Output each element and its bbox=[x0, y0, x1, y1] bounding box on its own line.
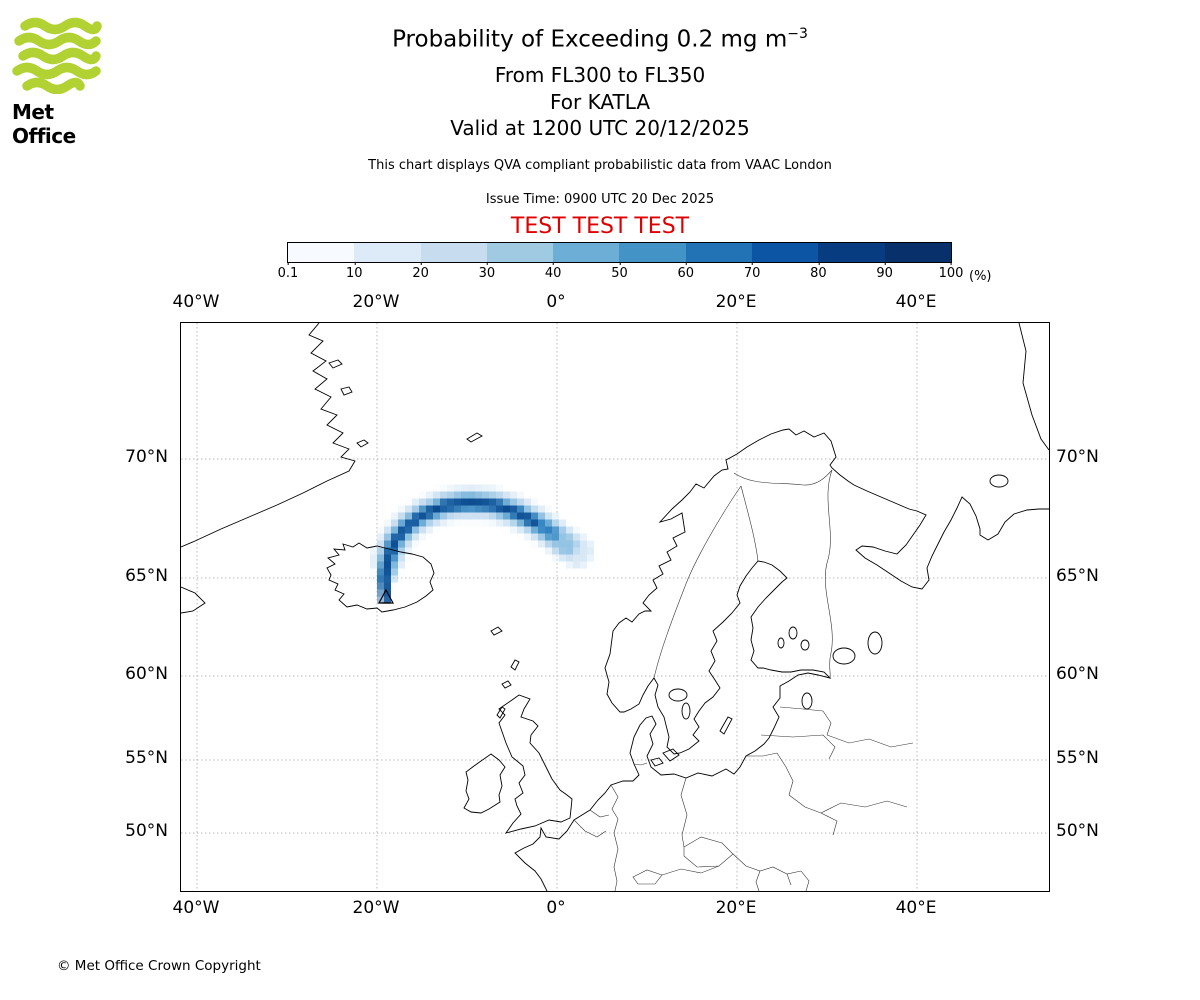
page-title: Probability of Exceeding 0.2 mg m−3 bbox=[0, 26, 1200, 53]
colorbar-tick-label: 60 bbox=[677, 262, 695, 281]
coastlines bbox=[181, 323, 1049, 891]
colorbar-labels: 0.1 10 20 30 40 50 60 70 80 90 100 bbox=[278, 262, 963, 284]
border-sweden-finland bbox=[740, 485, 759, 562]
colorbar-tick-label: 100 bbox=[938, 262, 964, 281]
y-axis-labels-left: 70°N 65°N 60°N 55°N 50°N bbox=[0, 322, 172, 890]
gotland-island bbox=[719, 716, 733, 735]
volcano-marker bbox=[377, 588, 395, 604]
border-norway-sweden bbox=[653, 485, 742, 679]
x-tick-label: 20°E bbox=[715, 898, 757, 918]
border-eastern-europe bbox=[788, 734, 914, 836]
y-tick-label: 60°N bbox=[125, 664, 168, 684]
x-tick-label: 40°W bbox=[172, 898, 220, 918]
qva-description: This chart displays QVA compliant probab… bbox=[368, 158, 832, 173]
border-low-countries bbox=[573, 784, 619, 838]
y-tick-label: 70°N bbox=[125, 447, 168, 467]
border-poland bbox=[680, 752, 794, 848]
colorbar-tick-label: 80 bbox=[810, 262, 827, 281]
colorbar-segment bbox=[486, 243, 554, 262]
lakes bbox=[668, 626, 883, 720]
colorbar-segment bbox=[553, 243, 620, 262]
issue-time: Issue Time: 0900 UTC 20 Dec 2025 bbox=[485, 192, 715, 207]
hebrides bbox=[496, 706, 506, 719]
border-germany-denmark bbox=[633, 762, 648, 766]
logo-wordmark: Met Office bbox=[12, 100, 76, 148]
y-tick-label: 55°N bbox=[1056, 748, 1099, 768]
y-axis-labels-right: 70°N 65°N 60°N 55°N 50°N bbox=[1056, 322, 1196, 890]
colorbar-tick-label: 40 bbox=[544, 262, 562, 281]
colorbar-tick-label: 50 bbox=[611, 262, 628, 281]
x-tick-label: 40°W bbox=[172, 292, 220, 312]
x-tick-label: 40°E bbox=[895, 898, 937, 918]
colorbar-tick-label: 30 bbox=[478, 262, 496, 281]
colorbar-segment bbox=[619, 243, 686, 262]
danish-islands bbox=[650, 748, 680, 767]
country-borders bbox=[573, 469, 914, 891]
border-norway-finland-russia bbox=[733, 469, 833, 486]
kolguyev-island bbox=[989, 474, 1009, 488]
subtitle-valid-time: Valid at 1200 UTC 20/12/2025 bbox=[450, 116, 750, 140]
colorbar-segment bbox=[884, 243, 951, 262]
met-office-logo: Met Office bbox=[12, 16, 122, 148]
colorbar-tick-label: 90 bbox=[876, 262, 893, 281]
greenland-islands bbox=[328, 359, 369, 448]
coastline-ireland bbox=[463, 753, 506, 814]
colorbar-segment bbox=[685, 243, 753, 262]
colorbar-segments bbox=[288, 243, 951, 262]
colorbar-tick-label: 10 bbox=[346, 262, 363, 281]
colorbar-tick-label: 70 bbox=[743, 262, 761, 281]
novaya-zemlya-coast bbox=[1018, 323, 1049, 451]
colorbar-tick-label: 20 bbox=[412, 262, 429, 281]
title-text: Probability of Exceeding 0.2 mg m bbox=[392, 26, 788, 53]
colorbar-segment bbox=[420, 243, 487, 262]
faroe-islands bbox=[490, 626, 503, 636]
y-tick-label: 50°N bbox=[125, 821, 168, 841]
x-tick-label: 20°E bbox=[715, 292, 757, 312]
border-france-germany bbox=[613, 818, 619, 891]
coastline-cape-farewell bbox=[181, 586, 206, 614]
border-alps-region bbox=[632, 865, 720, 885]
x-axis-labels-bottom: 40°W 20°W 0° 20°E 40°E bbox=[173, 898, 1048, 920]
y-tick-label: 50°N bbox=[1056, 821, 1099, 841]
y-tick-label: 55°N bbox=[125, 748, 168, 768]
y-tick-label: 65°N bbox=[125, 566, 168, 586]
colorbar-segment bbox=[752, 243, 819, 262]
border-finland-russia bbox=[825, 469, 833, 679]
map-panel bbox=[180, 322, 1050, 892]
x-tick-label: 0° bbox=[546, 898, 566, 918]
jan-mayen-island bbox=[466, 432, 483, 443]
x-tick-label: 20°W bbox=[352, 898, 400, 918]
border-czechia bbox=[683, 836, 734, 868]
ash-plume-layer bbox=[181, 323, 1049, 891]
shetland-orkney-islands bbox=[501, 659, 520, 689]
x-tick-label: 0° bbox=[546, 292, 566, 312]
coastline-mainland-europe bbox=[514, 428, 1049, 891]
y-tick-label: 65°N bbox=[1056, 566, 1099, 586]
colorbar-segment bbox=[288, 243, 355, 262]
border-central-europe bbox=[732, 853, 810, 891]
x-axis-labels-top: 40°W 20°W 0° 20°E 40°E bbox=[173, 292, 1048, 314]
test-banner: TEST TEST TEST bbox=[510, 214, 690, 239]
y-tick-label: 60°N bbox=[1056, 664, 1099, 684]
subtitle-volcano: For KATLA bbox=[550, 90, 650, 114]
colorbar-unit: (%) bbox=[969, 269, 992, 284]
colorbar: 0.1 10 20 30 40 50 60 70 80 90 100 (%) bbox=[278, 242, 992, 284]
copyright-notice: © Met Office Crown Copyright bbox=[57, 958, 261, 974]
y-tick-label: 70°N bbox=[1056, 447, 1099, 467]
coastline-greenland bbox=[181, 323, 356, 548]
colorbar-segment bbox=[354, 243, 421, 262]
x-tick-label: 40°E bbox=[895, 292, 937, 312]
map-overlay bbox=[181, 323, 1049, 891]
colorbar-segment bbox=[818, 243, 885, 262]
colorbar-tick-label: 0.1 bbox=[277, 262, 299, 281]
coastline-great-britain bbox=[498, 694, 573, 834]
border-baltic-states bbox=[746, 706, 836, 760]
coastline-iceland bbox=[326, 542, 435, 613]
subtitle-flight-levels: From FL300 to FL350 bbox=[494, 63, 706, 87]
title-exponent: −3 bbox=[787, 26, 808, 42]
x-tick-label: 20°W bbox=[352, 292, 400, 312]
logo-waves-icon bbox=[12, 17, 102, 95]
